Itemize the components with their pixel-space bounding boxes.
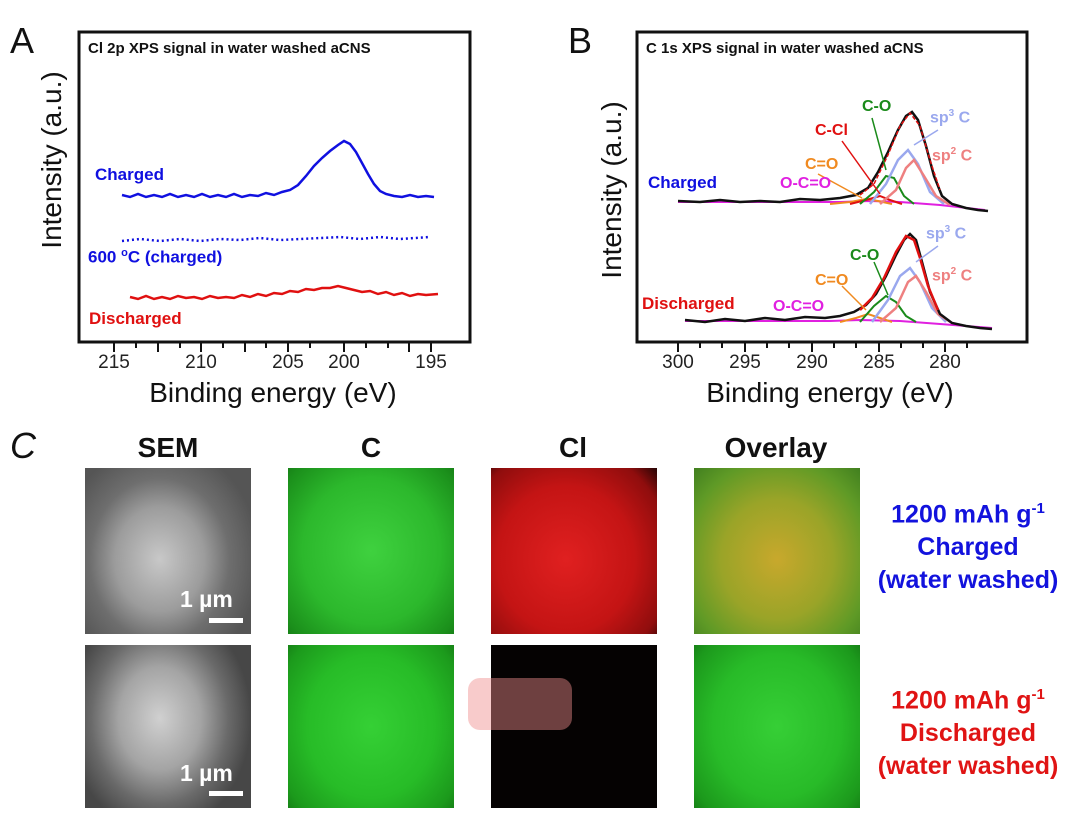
panel-b-arrows — [817, 117, 939, 311]
panel-b-title: C 1s XPS signal in water washed aCNS — [646, 40, 924, 57]
panel-c-letter: C — [10, 425, 36, 466]
panel-a-tick-200: 200 — [328, 352, 360, 373]
header-sem: SEM — [137, 432, 199, 463]
panel-a-title: Cl 2p XPS signal in water washed aCNS — [88, 40, 371, 57]
panel-b-discharged-fit — [859, 234, 940, 311]
panel-b-charged-envelope — [677, 110, 989, 213]
panel-b-charged-sp3 — [869, 148, 945, 205]
panel-a-xlabel: Binding energy (eV) — [149, 377, 397, 408]
cl-map-discharged — [491, 645, 657, 808]
scale-bar-discharged — [209, 791, 243, 796]
panel-b-tick-295: 295 — [729, 352, 761, 373]
panel-a-tick-215: 215 — [98, 352, 130, 373]
panel-a-charged-label: Charged — [95, 165, 164, 184]
panel-b-discharged-co — [859, 294, 917, 323]
panel-a-ticks — [113, 342, 432, 352]
panel-b-ticks — [677, 342, 968, 352]
row1-label: 1200 mAh g-1 Charged (water washed) — [877, 500, 1059, 595]
cl-map-charged — [491, 468, 657, 634]
panel-b-discharged-ceqo-label: C=O — [815, 272, 849, 289]
panel-a-frame — [77, 30, 472, 344]
sem-image-discharged: 1 µm — [85, 645, 251, 808]
panel-b-charged-sp3-label: sp3 C — [930, 108, 971, 127]
panel-b-discharged-sp3 — [870, 266, 947, 323]
watermark-icon — [468, 678, 572, 730]
panel-a-letter: A — [10, 20, 35, 61]
panel-b-discharged-label: Discharged — [642, 294, 735, 313]
c-map-discharged — [288, 645, 454, 808]
panel-a-plot — [77, 30, 472, 352]
panel-b-xlabel: Binding energy (eV) — [706, 377, 954, 408]
panel-b-charged-occo — [678, 199, 986, 211]
panel-b-discharged-occo-label: O-C=O — [773, 298, 825, 315]
panel-b-discharged-sp3-label: sp3 C — [926, 224, 967, 243]
scale-label-discharged: 1 µm — [180, 760, 233, 786]
panel-b-plot — [635, 30, 1029, 352]
header-cl: Cl — [559, 432, 587, 463]
panel-a-tick-210: 210 — [185, 352, 217, 373]
panel-b-charged-ccl-label: C-Cl — [815, 122, 848, 139]
panel-b-tick-285: 285 — [863, 352, 895, 373]
panel-b-charged-sp2-label: sp2 C — [932, 146, 973, 165]
panel-b-tick-280: 280 — [929, 352, 961, 373]
panel-a-600c-label: 600 oC (charged) — [88, 247, 223, 267]
panel-b-discharged-sp2 — [879, 274, 953, 325]
c-map-charged — [288, 468, 454, 634]
panel-a-discharged-label: Discharged — [89, 309, 182, 328]
panel-b-discharged-co-label: C-O — [850, 247, 880, 264]
header-overlay: Overlay — [724, 432, 828, 463]
overlay-map-charged — [694, 468, 860, 634]
row2-label: 1200 mAh g-1 Discharged (water washed) — [877, 686, 1059, 781]
panel-b-charged-ccl — [849, 194, 903, 205]
panel-b-charged-co-label: C-O — [862, 98, 892, 115]
panel-a-charged-curve — [121, 139, 435, 199]
panel-b-ylabel: Intensity (a.u.) — [596, 101, 627, 279]
panel-b-charged-occo-label: O-C=O — [780, 175, 832, 192]
panel-a-tick-195: 195 — [415, 352, 447, 373]
sem-image-charged: 1 µm — [85, 468, 251, 634]
panel-b-charged-ceqo-label: C=O — [805, 156, 839, 173]
panel-b-charged-label: Charged — [648, 173, 717, 192]
scale-bar-charged — [209, 618, 243, 623]
scale-label-charged: 1 µm — [180, 586, 233, 612]
panel-b-discharged-sp2-label: sp2 C — [932, 266, 973, 285]
panel-a-tick-205: 205 — [272, 352, 304, 373]
panel-b-frame — [635, 30, 1029, 344]
panel-b-charged-sp2 — [879, 158, 951, 207]
panel-a-discharged-curve — [129, 284, 439, 301]
panel-b-tick-300: 300 — [662, 352, 694, 373]
overlay-map-discharged — [694, 645, 860, 808]
panel-b-letter: B — [568, 20, 593, 61]
panel-b-tick-290: 290 — [796, 352, 828, 373]
header-c: C — [360, 432, 382, 463]
